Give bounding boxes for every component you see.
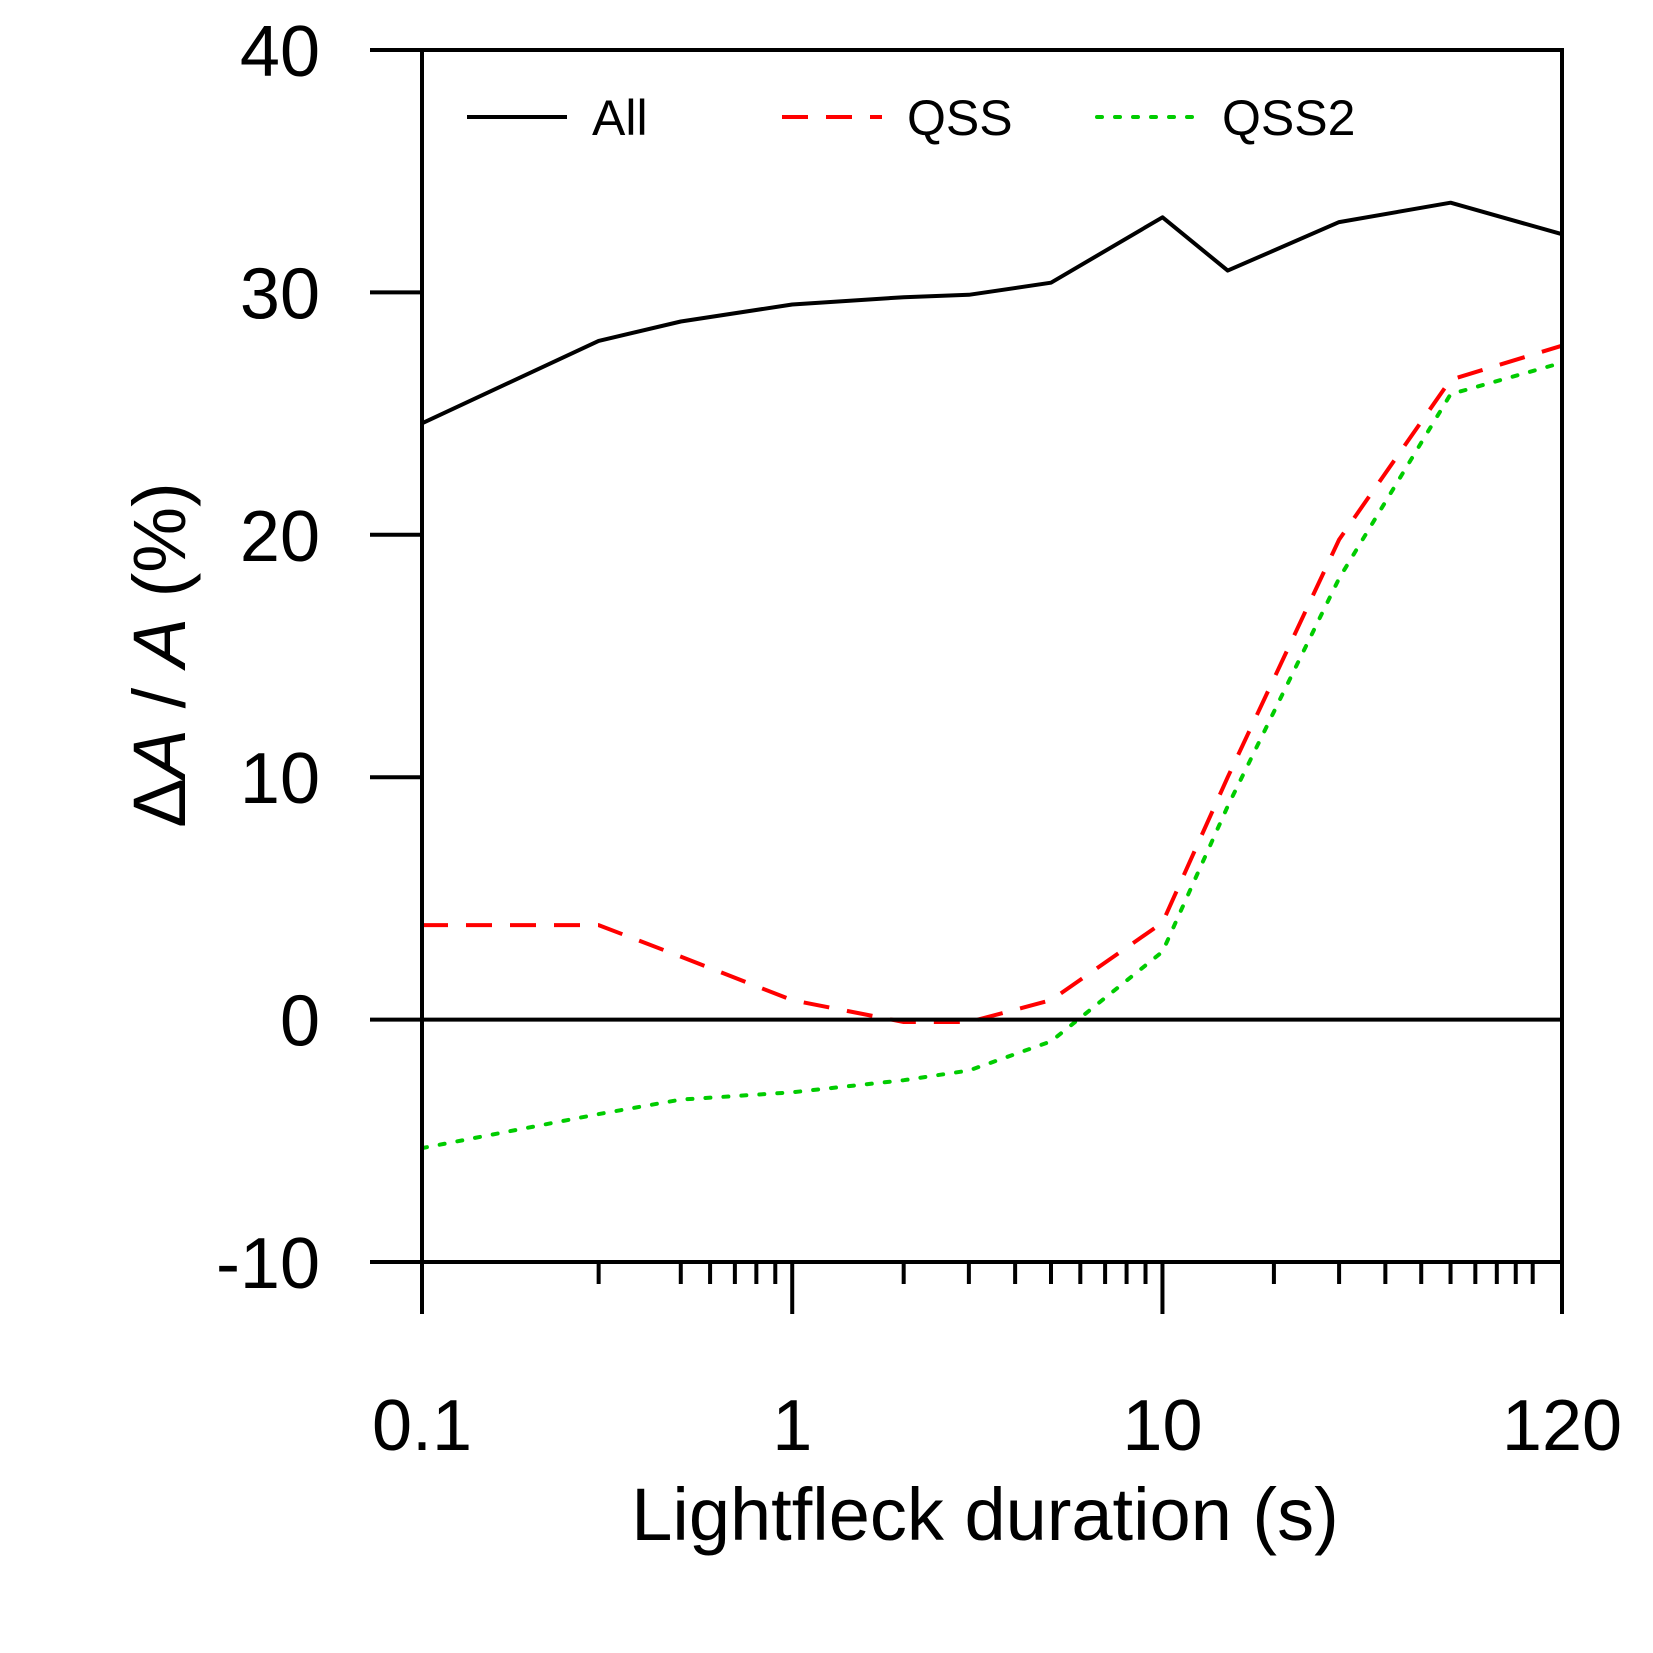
y-axis-title: ΔA / A (%) <box>118 482 201 828</box>
legend-label-qss2: QSS2 <box>1222 90 1355 146</box>
y-tick-label: 10 <box>240 739 320 819</box>
y-tick-label: 20 <box>240 497 320 577</box>
legend-label-qss: QSS <box>907 90 1013 146</box>
tick-labels: -10 0 10 20 30 40 0.1 1 10 120 <box>216 12 1622 1466</box>
x-tick-label: 120 <box>1502 1386 1622 1466</box>
y-axis-title-delta: Δ <box>118 778 201 827</box>
y-axis-title-slash: / <box>118 667 201 729</box>
y-axis-title-var1: A <box>118 729 201 782</box>
x-axis-title: Lightfleck duration (s) <box>631 1473 1338 1556</box>
x-tick-label: 0.1 <box>372 1386 472 1466</box>
y-tick-label: 40 <box>240 12 320 92</box>
data-series <box>420 200 1564 1151</box>
plot-area-border <box>420 48 1564 1264</box>
series-line-all <box>421 200 1563 426</box>
y-axis-title-unit: (%) <box>118 482 201 618</box>
tick-marks <box>370 48 1564 1314</box>
y-axis-title-var2: A <box>118 618 201 671</box>
legend: All QSS QSS2 <box>467 90 1355 146</box>
y-tick-label: -10 <box>216 1224 320 1304</box>
series-line-qss <box>422 343 1563 1024</box>
legend-label-all: All <box>592 90 648 146</box>
y-tick-label: 0 <box>280 982 320 1062</box>
plot-frame <box>420 48 1564 1264</box>
y-tick-label: 30 <box>240 254 320 334</box>
x-tick-label: 1 <box>772 1386 812 1466</box>
series-line-qss2 <box>420 360 1564 1151</box>
x-tick-label: 10 <box>1122 1386 1202 1466</box>
